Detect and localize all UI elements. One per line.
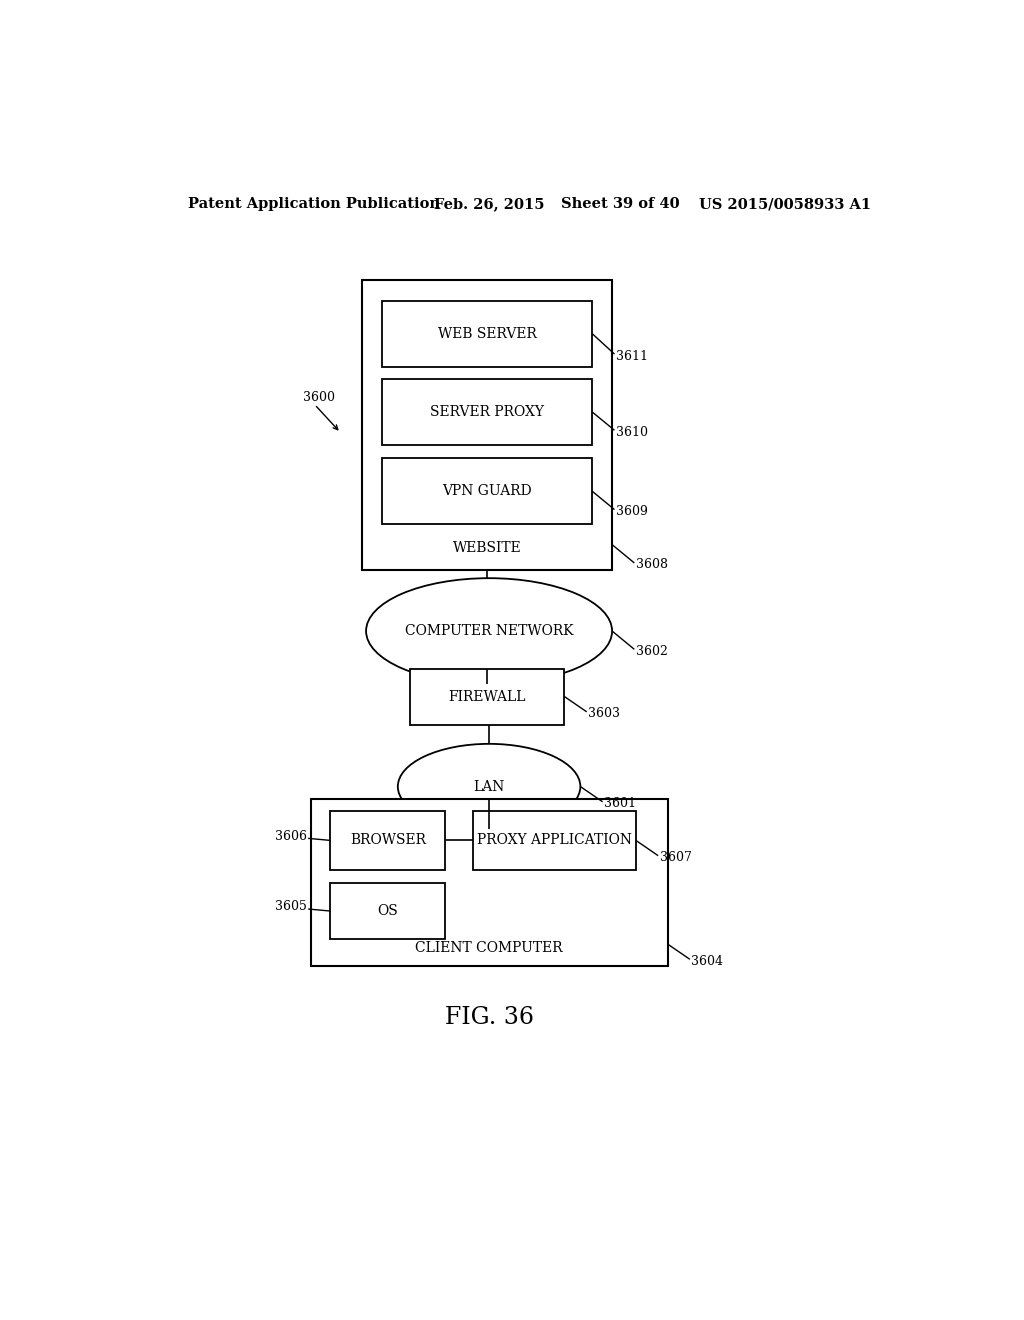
Text: FIG. 36: FIG. 36 [444, 1006, 534, 1028]
Bar [382, 458, 592, 524]
Text: BROWSER: BROWSER [350, 833, 426, 847]
Text: WEBSITE: WEBSITE [453, 541, 521, 554]
Text: 3604: 3604 [691, 954, 724, 968]
Text: WEB SERVER: WEB SERVER [437, 327, 537, 341]
Text: FIREWALL: FIREWALL [449, 689, 526, 704]
Text: OS: OS [378, 904, 398, 917]
Text: COMPUTER NETWORK: COMPUTER NETWORK [404, 624, 573, 638]
Text: 3601: 3601 [604, 797, 636, 810]
Text: Sheet 39 of 40: Sheet 39 of 40 [560, 197, 679, 211]
Ellipse shape [367, 578, 612, 684]
Text: SERVER PROXY: SERVER PROXY [430, 405, 544, 418]
Text: Feb. 26, 2015: Feb. 26, 2015 [433, 197, 544, 211]
Text: 3600: 3600 [303, 391, 335, 404]
Text: 3609: 3609 [616, 506, 648, 517]
Text: 3602: 3602 [636, 645, 668, 657]
Text: VPN GUARD: VPN GUARD [442, 484, 531, 498]
Text: 3603: 3603 [588, 708, 621, 721]
Bar [382, 301, 592, 367]
Text: LAN: LAN [473, 780, 505, 793]
Bar [362, 280, 612, 570]
Bar [331, 810, 445, 870]
Text: 3606: 3606 [274, 830, 306, 843]
Bar [382, 379, 592, 445]
Text: US 2015/0058933 A1: US 2015/0058933 A1 [699, 197, 871, 211]
Text: 3608: 3608 [636, 558, 668, 572]
Bar [473, 810, 636, 870]
Bar [331, 883, 445, 939]
Text: 3607: 3607 [659, 851, 691, 865]
Text: 3605: 3605 [274, 900, 306, 913]
Bar [410, 669, 564, 725]
Bar [310, 799, 668, 966]
Text: CLIENT COMPUTER: CLIENT COMPUTER [416, 941, 563, 956]
Text: 3611: 3611 [616, 350, 648, 363]
Text: Patent Application Publication: Patent Application Publication [187, 197, 439, 211]
Text: 3610: 3610 [616, 426, 648, 438]
Text: PROXY APPLICATION: PROXY APPLICATION [477, 833, 632, 847]
Ellipse shape [397, 744, 581, 829]
